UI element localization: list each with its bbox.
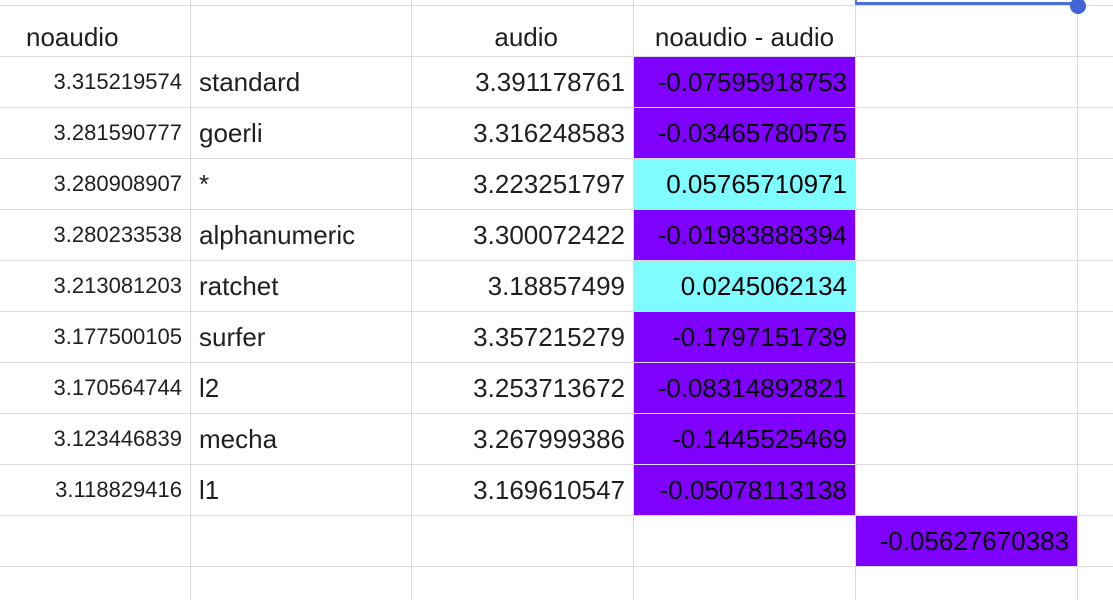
diff-cell[interactable]: -0.05078113138 [634, 465, 855, 515]
diff-cell[interactable]: -0.1445525469 [634, 414, 855, 464]
grid-line [0, 260, 1113, 261]
diff-cell[interactable]: 0.0245062134 [634, 261, 855, 311]
header-noaudio-minus-audio[interactable]: noaudio - audio [654, 22, 835, 52]
audio-cell[interactable]: 3.300072422 [473, 219, 625, 250]
noaudio-cell[interactable]: 3.177500105 [53, 324, 182, 349]
diff-cell[interactable]: 0.05765710971 [634, 159, 855, 209]
grid-line [0, 566, 1113, 567]
audio-cell[interactable]: 3.316248583 [473, 117, 625, 148]
grid-line [633, 0, 634, 600]
name-cell[interactable]: surfer [199, 321, 266, 352]
audio-cell[interactable]: 3.357215279 [473, 321, 625, 352]
noaudio-cell[interactable]: 3.123446839 [53, 426, 182, 451]
noaudio-cell[interactable]: 3.118829416 [55, 477, 182, 502]
diff-cell[interactable]: -0.1797151739 [634, 312, 855, 362]
selection-border [855, 0, 857, 5]
name-cell[interactable]: standard [199, 66, 301, 97]
grid-line [0, 107, 1113, 108]
header-name[interactable] [191, 12, 411, 63]
name-cell[interactable]: ratchet [199, 270, 279, 301]
grid-line [0, 362, 1113, 363]
audio-cell[interactable]: 3.391178761 [475, 66, 625, 97]
diff-cell[interactable]: -0.01983888394 [634, 210, 855, 260]
grid-line [0, 209, 1113, 210]
name-cell[interactable]: goerli [199, 117, 263, 148]
diff-cell[interactable]: -0.07595918753 [634, 57, 855, 107]
audio-cell[interactable]: 3.18857499 [487, 270, 625, 301]
noaudio-cell[interactable]: 3.213081203 [53, 273, 182, 298]
grid-line [0, 56, 1113, 57]
grid-line [0, 413, 1113, 414]
diff-cell[interactable]: -0.03465780575 [634, 108, 855, 158]
noaudio-cell[interactable]: 3.280233538 [53, 222, 182, 247]
name-cell[interactable]: * [199, 168, 210, 199]
name-cell[interactable]: alphanumeric [199, 219, 356, 250]
name-cell[interactable]: l2 [199, 372, 220, 403]
grid-line [190, 0, 191, 600]
audio-cell[interactable]: 3.253713672 [473, 372, 625, 403]
selection-border [855, 2, 1078, 5]
noaudio-cell[interactable]: 3.281590777 [53, 120, 182, 145]
grid-line [0, 5, 1113, 6]
noaudio-cell[interactable]: 3.280908907 [53, 171, 182, 196]
audio-cell[interactable]: 3.267999386 [473, 423, 625, 454]
grid-line [0, 158, 1113, 159]
grid-line [855, 0, 856, 600]
noaudio-cell[interactable]: 3.315219574 [53, 69, 182, 94]
header-noaudio[interactable]: noaudio [26, 22, 119, 52]
grid-line [0, 515, 1113, 516]
grid-line [0, 464, 1113, 465]
selection-handle[interactable] [1070, 0, 1086, 14]
grid-line [411, 0, 412, 600]
diff-cell[interactable]: -0.08314892821 [634, 363, 855, 413]
name-cell[interactable]: l1 [199, 474, 220, 505]
summary-diff-cell[interactable]: -0.05627670383 [856, 516, 1077, 566]
noaudio-cell[interactable]: 3.170564744 [53, 375, 182, 400]
header-audio[interactable]: audio [494, 22, 558, 52]
audio-cell[interactable]: 3.169610547 [473, 474, 625, 505]
name-cell[interactable]: mecha [199, 423, 278, 454]
grid-line [1077, 0, 1078, 600]
grid-line [0, 311, 1113, 312]
audio-cell[interactable]: 3.223251797 [473, 168, 625, 199]
